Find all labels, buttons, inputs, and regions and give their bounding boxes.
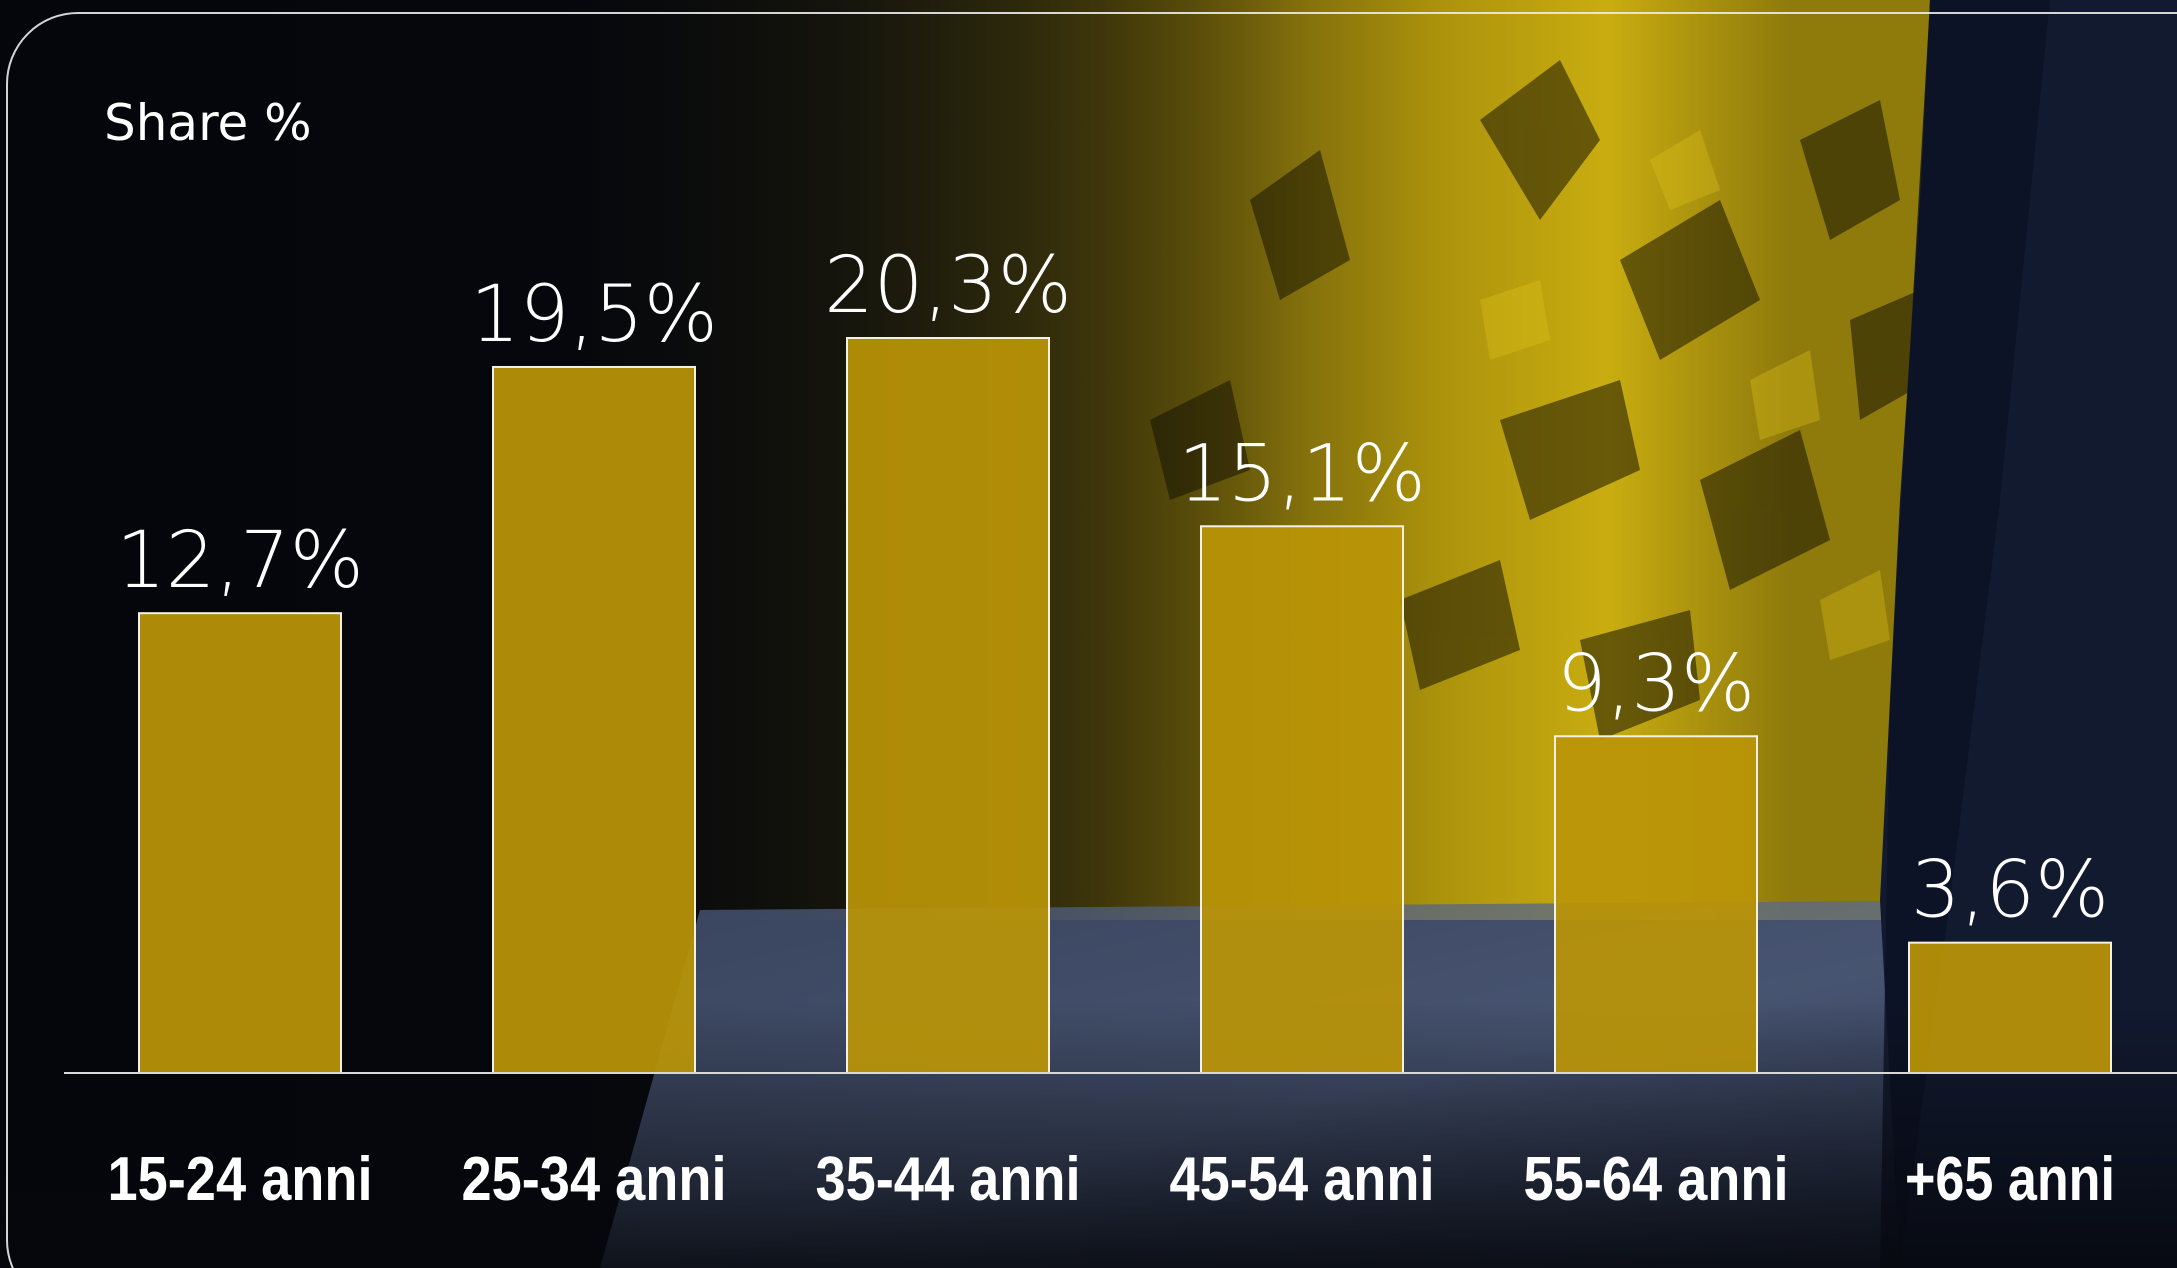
bars-layer [138, 337, 2112, 1075]
bar-5 [1554, 735, 1758, 1075]
bar-3 [846, 337, 1050, 1074]
category-label-1: 15-24 anni [108, 1145, 373, 1214]
data-label-2: 19,5% [470, 270, 718, 360]
category-label-6: +65 anni [1905, 1145, 2115, 1214]
category-label-2: 25-34 anni [462, 1145, 727, 1214]
category-label-4: 45-54 anni [1170, 1145, 1435, 1214]
data-label-5: 9,3% [1557, 639, 1755, 729]
bar-6 [1908, 941, 2112, 1074]
data-label-3: 20,3% [824, 241, 1072, 331]
category-label-3: 35-44 anni [816, 1145, 1081, 1214]
data-label-6: 3,6% [1911, 846, 2109, 936]
bar-4 [1200, 525, 1404, 1074]
bar-1 [138, 612, 342, 1074]
y-axis-label: Share % [104, 94, 312, 152]
bar-2 [492, 365, 696, 1074]
data-label-1: 12,7% [116, 516, 364, 606]
labels-layer: 12,7% 15-24 anni 19,5% 25-34 anni 20,3% 35-44… [108, 241, 2116, 1214]
data-label-4: 15,1% [1178, 429, 1426, 519]
category-label-5: 55-64 anni [1524, 1145, 1789, 1214]
